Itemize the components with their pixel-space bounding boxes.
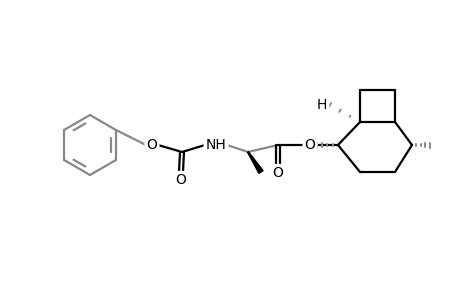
Text: O: O (272, 166, 283, 180)
Text: NH: NH (205, 138, 226, 152)
Text: O: O (304, 138, 315, 152)
Text: O: O (175, 173, 186, 187)
Text: H: H (316, 98, 326, 112)
Polygon shape (247, 152, 263, 173)
Text: O: O (146, 138, 157, 152)
